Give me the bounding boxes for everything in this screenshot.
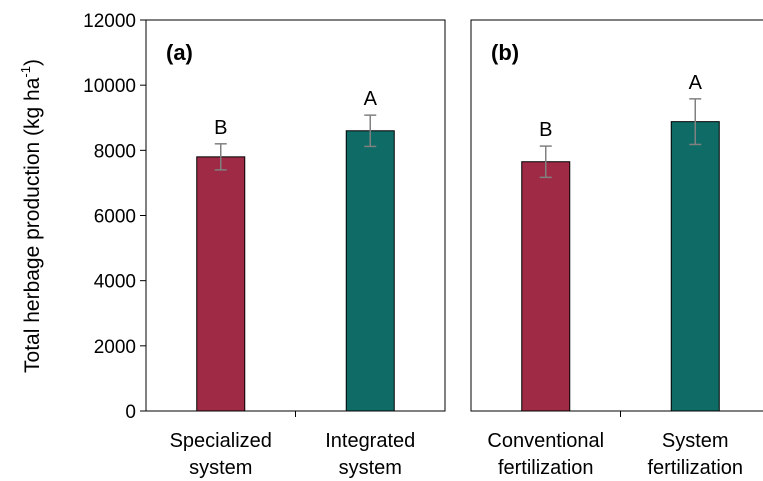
x-tick-label: fertilization (498, 457, 594, 479)
x-tick-label: Conventional (487, 430, 604, 452)
significance-label: A (689, 72, 703, 94)
bar (670, 121, 720, 412)
y-tick-label: 4000 (94, 272, 136, 293)
x-tick-label: System (662, 430, 729, 452)
panel-label: (a) (166, 40, 193, 65)
panel-label: (b) (491, 40, 519, 65)
x-tick-label: system (339, 457, 402, 479)
bar (196, 156, 246, 412)
y-tick-label: 6000 (94, 207, 136, 228)
bar (521, 161, 571, 412)
x-tick-label: fertilization (647, 457, 743, 479)
x-tick-label: system (189, 457, 252, 479)
x-tick-label: Specialized (170, 430, 272, 452)
y-axis-title: Total herbage production (kg ha-1) (18, 59, 44, 373)
y-tick-label: 2000 (94, 337, 136, 358)
panels: (a) B Specialized system A Integrated system (b… (145, 19, 763, 479)
y-tick-label: 0 (125, 402, 136, 423)
x-tick-label: Integrated (325, 430, 415, 452)
y-tick-label: 10000 (83, 76, 136, 97)
significance-label: B (214, 117, 227, 139)
plot-frame (145, 19, 446, 412)
y-tick-label: 12000 (83, 11, 136, 32)
panel-b: (b) B Conventional fertilization A System fert… (470, 19, 763, 479)
significance-label: B (539, 119, 552, 141)
y-tick-label: 8000 (94, 141, 136, 162)
panel-a: (a) B Specialized system A Integrated system (145, 19, 446, 479)
y-axis-ticks: 0 2000 4000 6000 8000 10000 12000 (83, 11, 146, 423)
bar (345, 130, 395, 412)
significance-label: A (364, 88, 378, 110)
